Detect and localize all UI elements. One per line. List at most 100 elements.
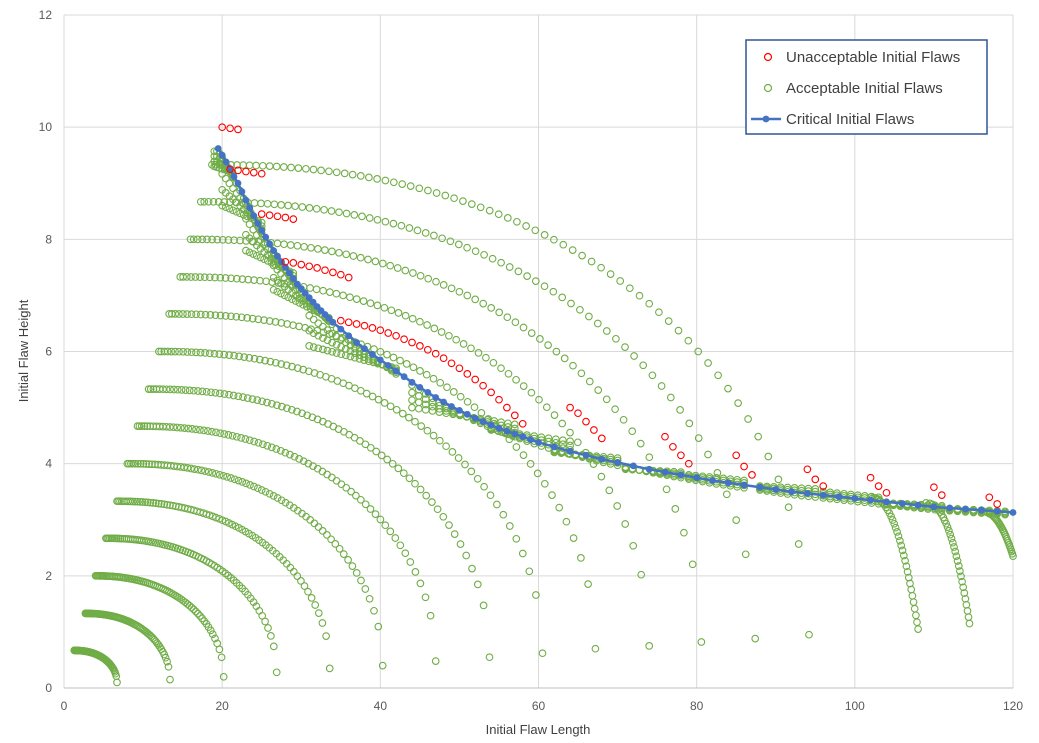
data-point [253, 396, 262, 404]
critical-point [448, 403, 455, 410]
data-point [965, 619, 974, 628]
data-point [234, 392, 243, 401]
data-point [144, 385, 153, 393]
data-point [550, 411, 559, 419]
data-point [328, 338, 336, 347]
data-point [227, 474, 235, 482]
data-point [314, 331, 323, 340]
critical-point [353, 339, 360, 346]
data-point [447, 359, 456, 368]
data-point [136, 498, 144, 506]
data-point [224, 431, 233, 439]
data-point [329, 268, 337, 277]
data-point [376, 515, 385, 524]
data-point [655, 308, 663, 317]
data-point [374, 395, 383, 404]
data-point [428, 498, 436, 506]
data-point [162, 385, 171, 394]
data-point [459, 197, 467, 205]
data-point [279, 163, 288, 171]
data-point [297, 577, 305, 585]
data-point [676, 406, 684, 414]
data-point [612, 334, 620, 343]
data-point [293, 364, 302, 372]
critical-point [361, 345, 368, 353]
data-point [454, 240, 463, 249]
data-point [189, 605, 198, 614]
data-point [463, 397, 472, 406]
data-point [261, 356, 269, 365]
data-point [219, 471, 228, 480]
data-point [344, 318, 353, 327]
data-point [645, 642, 654, 650]
critical-point [226, 165, 234, 173]
data-point [578, 251, 586, 260]
data-point [230, 475, 239, 484]
data-point [722, 490, 731, 499]
critical-point [258, 227, 266, 234]
data-point [741, 550, 750, 559]
data-point [227, 312, 235, 321]
data-point [365, 173, 373, 182]
data-point [566, 428, 574, 437]
data-point [295, 299, 304, 307]
critical-point [440, 398, 447, 406]
data-point [255, 355, 264, 364]
data-point [685, 419, 694, 428]
data-point [551, 435, 560, 444]
data-point [300, 242, 308, 251]
data-point [229, 391, 238, 400]
data-point [452, 335, 461, 344]
data-point [487, 388, 495, 397]
data-point [336, 316, 345, 325]
data-point [232, 312, 241, 321]
data-point [225, 390, 233, 399]
data-point [474, 349, 483, 357]
data-point [208, 235, 216, 244]
series-acceptable [70, 147, 1017, 687]
data-point [325, 288, 334, 296]
data-point [574, 409, 582, 418]
x-tick-label: 40 [374, 699, 388, 713]
data-point [229, 206, 237, 215]
data-point [221, 203, 230, 212]
data-point [519, 323, 528, 332]
legend-label: Critical Initial Flaws [786, 111, 914, 128]
data-point [430, 324, 439, 333]
data-point [281, 448, 290, 457]
data-point [303, 411, 312, 420]
data-point [544, 341, 552, 349]
critical-point [456, 407, 463, 414]
data-point [166, 501, 174, 510]
data-point [569, 534, 578, 542]
data-point [409, 269, 417, 277]
critical-point [293, 280, 301, 288]
data-point [277, 319, 286, 327]
data-point [479, 601, 488, 610]
data-point [269, 492, 278, 500]
data-point [960, 589, 969, 597]
data-point [393, 264, 402, 272]
data-point [431, 349, 440, 358]
data-point [188, 425, 196, 433]
data-point [422, 491, 431, 500]
data-point [907, 585, 916, 594]
data-point [226, 124, 234, 133]
data-point [263, 441, 272, 450]
data-point [320, 205, 328, 214]
data-point [169, 423, 178, 432]
critical-point [645, 465, 653, 473]
data-point [113, 678, 121, 687]
data-point [662, 485, 671, 494]
data-point [351, 349, 359, 357]
data-point [129, 459, 137, 468]
data-point [532, 591, 540, 599]
data-point [463, 243, 471, 252]
critical-point [432, 394, 440, 401]
data-point [406, 182, 415, 190]
data-point [694, 434, 703, 442]
legend-entry: Acceptable Initial Flaws [763, 80, 943, 97]
data-point [325, 664, 334, 673]
critical-point [242, 196, 250, 204]
data-point [566, 403, 574, 412]
